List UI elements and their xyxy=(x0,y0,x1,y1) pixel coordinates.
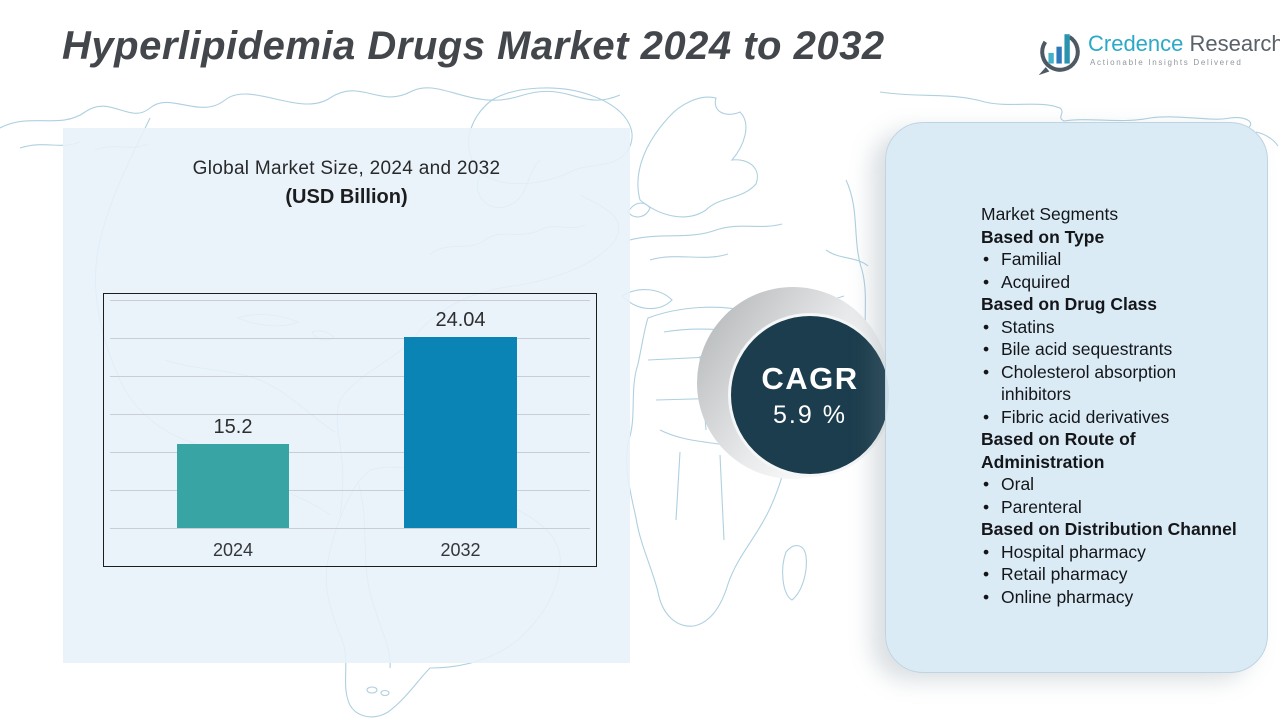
segment-item: Familial xyxy=(981,248,1261,271)
bar-2024 xyxy=(177,444,289,528)
cagr-badge: CAGR 5.9 % xyxy=(728,313,892,477)
axis-label-2032: 2032 xyxy=(440,540,481,560)
credence-research-logo: Credence Research Actionable Insights De… xyxy=(1036,28,1280,76)
segments-heading: Market Segments xyxy=(981,204,1119,224)
chart-title: Global Market Size, 2024 and 2032 xyxy=(192,158,501,179)
segment-header-distribution: Based on Distribution Channel xyxy=(981,519,1237,539)
segment-item: Cholesterol absorption xyxy=(981,361,1261,384)
page-title: Hyperlipidemia Drugs Market 2024 to 2032 xyxy=(62,24,885,68)
segment-header-type: Based on Type xyxy=(981,226,1105,247)
gridline xyxy=(110,528,590,529)
logo-tagline: Actionable Insights Delivered xyxy=(1090,58,1243,67)
axis-label-2024: 2024 xyxy=(212,540,254,560)
segment-header-route-wrap: Administration xyxy=(981,451,1105,472)
cagr-label: CAGR xyxy=(761,360,859,396)
segment-item: Acquired xyxy=(981,271,1261,294)
segment-item: Oral xyxy=(981,473,1261,496)
logo-word-research: Research xyxy=(1189,31,1280,56)
bar-chart: 15.2 24.04 2024 2032 xyxy=(103,293,597,567)
cagr-value: 5.9 % xyxy=(773,400,847,429)
logo-wordmark: Credence Research xyxy=(1088,31,1280,57)
gridline xyxy=(110,300,590,301)
segment-item: Hospital pharmacy xyxy=(981,541,1261,564)
market-segments-panel: Market Segments Based on Type Familial A… xyxy=(885,122,1268,673)
gridline xyxy=(110,452,590,453)
bar-value-2024: 15.2 xyxy=(213,416,253,438)
segment-header-drug-class: Based on Drug Class xyxy=(981,294,1158,314)
segment-item: Bile acid sequestrants xyxy=(981,338,1261,361)
segment-item-wrap: inhibitors xyxy=(1001,384,1072,404)
chart-subtitle: (USD Billion) xyxy=(285,186,408,208)
gridline xyxy=(110,376,590,377)
segment-item: Fibric acid derivatives xyxy=(981,406,1261,429)
segment-item: Online pharmacy xyxy=(981,586,1261,609)
gridline xyxy=(110,490,590,491)
segment-item: Parenteral xyxy=(981,496,1261,519)
gridline xyxy=(110,338,590,339)
bar-2032 xyxy=(404,337,517,528)
chart-panel xyxy=(63,128,630,663)
segment-item: Statins xyxy=(981,316,1261,339)
segment-header-route: Based on Route of xyxy=(981,429,1136,449)
bar-value-2032: 24.04 xyxy=(435,309,486,331)
segment-item: Retail pharmacy xyxy=(981,563,1261,586)
logo-word-credence: Credence xyxy=(1088,31,1184,56)
bar-chart-logo-icon xyxy=(1038,32,1080,76)
gridline xyxy=(110,414,590,415)
